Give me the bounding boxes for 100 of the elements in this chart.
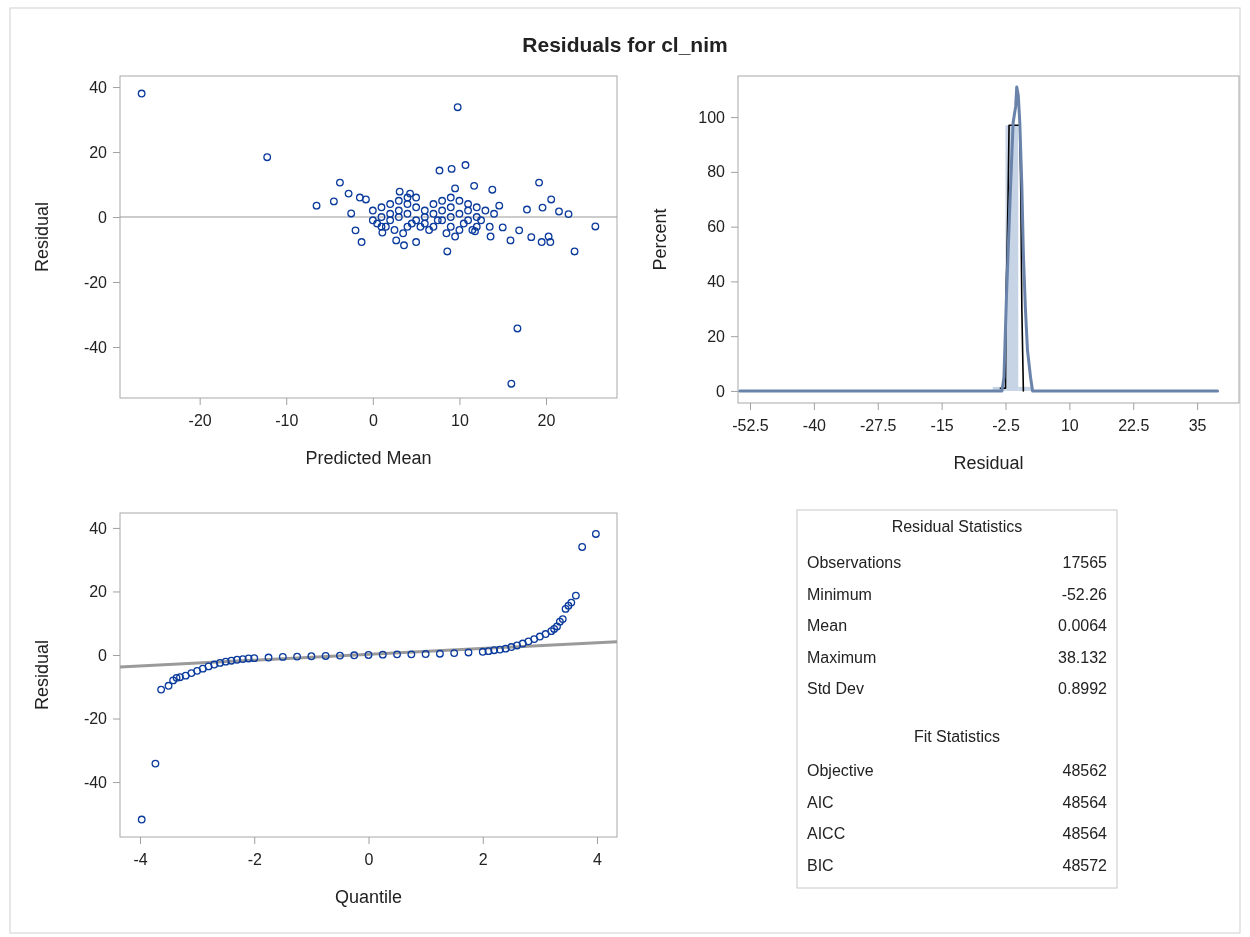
point <box>555 617 564 626</box>
point <box>157 685 166 694</box>
point <box>450 649 459 658</box>
y-tick-label: 0 <box>98 646 108 664</box>
data-label: 0.8992 <box>1058 680 1108 697</box>
point <box>561 605 570 613</box>
point <box>364 651 373 659</box>
point <box>198 664 207 673</box>
x-axis-title: Predicted Mean <box>305 448 432 468</box>
chart-title: Residuals for cl_nim <box>522 33 728 56</box>
y-tick-label: 80 <box>707 163 726 181</box>
point <box>547 627 556 636</box>
point <box>478 647 487 656</box>
point <box>501 644 510 653</box>
y-tick-label: -40 <box>83 773 108 791</box>
point <box>187 669 196 678</box>
x-tick-label: 4 <box>593 851 603 869</box>
point <box>350 651 359 660</box>
point <box>250 654 259 663</box>
data-label: 48564 <box>1062 793 1108 811</box>
point <box>393 650 401 659</box>
point <box>204 662 213 671</box>
y-axis-title: Residual <box>32 639 52 711</box>
point <box>571 591 580 600</box>
point <box>264 653 273 662</box>
point <box>216 659 224 667</box>
category-label: AICC <box>807 825 846 842</box>
category-label: Mean <box>807 617 848 634</box>
y-tick-label: -40 <box>83 338 108 356</box>
point <box>278 652 287 661</box>
y-tick-label: 20 <box>89 143 108 161</box>
point <box>578 543 587 551</box>
category-label: AIC <box>807 793 834 811</box>
y-tick-label: 20 <box>707 327 726 345</box>
x-axis-title: Quantile <box>334 887 403 907</box>
x-tick-label: 35 <box>1188 417 1207 435</box>
point <box>244 654 253 663</box>
data-label: 0.0064 <box>1058 617 1108 634</box>
point <box>172 673 181 682</box>
point <box>591 530 600 538</box>
point <box>567 598 576 607</box>
x-tick-label: -27.5 <box>860 417 897 435</box>
point <box>336 651 344 660</box>
point <box>238 655 247 664</box>
y-tick-label: 0 <box>716 382 726 400</box>
data-label: -52.26 <box>1061 585 1108 603</box>
point <box>176 673 184 682</box>
data-label: 17565 <box>1062 554 1108 571</box>
y-tick-label: -20 <box>83 710 108 728</box>
x-axis-title: Residual <box>953 453 1024 473</box>
data-label: 48564 <box>1062 825 1108 842</box>
category-label: Objective <box>807 762 874 779</box>
x-tick-label: -20 <box>188 412 212 430</box>
x-tick-label: 22.5 <box>1118 417 1150 435</box>
line-series <box>738 85 1220 393</box>
point <box>513 641 521 650</box>
x-tick-label: -52.5 <box>732 417 769 435</box>
x-tick-label: 0 <box>364 851 374 869</box>
x-tick-label: -2 <box>247 851 262 869</box>
x-tick-label: 0 <box>368 412 378 430</box>
point <box>564 601 573 610</box>
point <box>535 632 544 641</box>
point <box>407 650 416 659</box>
data-label: 48562 <box>1062 762 1108 779</box>
point <box>137 815 146 824</box>
data-label: 48572 <box>1062 856 1108 874</box>
point <box>210 660 219 669</box>
point <box>221 657 230 666</box>
category-label: Observations <box>807 554 902 571</box>
category-label: Minimum <box>807 585 872 603</box>
x-tick-label: 2 <box>478 851 488 869</box>
x-tick-label: 20 <box>537 412 556 430</box>
y-tick-label: 100 <box>698 108 726 126</box>
y-axis-title: Residual <box>32 201 52 273</box>
y-tick-label: -20 <box>83 273 108 291</box>
point <box>490 646 499 655</box>
y-tick-label: 40 <box>707 273 726 291</box>
point <box>484 647 493 656</box>
x-tick-label: -10 <box>275 412 299 430</box>
point <box>227 656 236 665</box>
category-label: Maximum <box>807 648 877 666</box>
x-tick-label: -40 <box>802 417 827 435</box>
point <box>193 666 202 675</box>
y-tick-label: 40 <box>89 78 108 96</box>
x-tick-label: -2.5 <box>992 417 1020 435</box>
point <box>307 652 316 661</box>
point <box>464 648 473 657</box>
point <box>164 681 173 690</box>
point <box>378 650 387 659</box>
point <box>541 630 550 638</box>
y-tick-label: 20 <box>89 583 108 601</box>
point <box>169 676 178 685</box>
point <box>507 643 516 651</box>
x-tick-label: -4 <box>133 851 148 869</box>
x-tick-label: 10 <box>451 412 469 430</box>
text: Residual Statistics <box>891 518 1023 535</box>
point <box>321 652 330 660</box>
point <box>495 645 504 654</box>
y-tick-label: 60 <box>707 218 726 236</box>
point <box>518 639 527 648</box>
